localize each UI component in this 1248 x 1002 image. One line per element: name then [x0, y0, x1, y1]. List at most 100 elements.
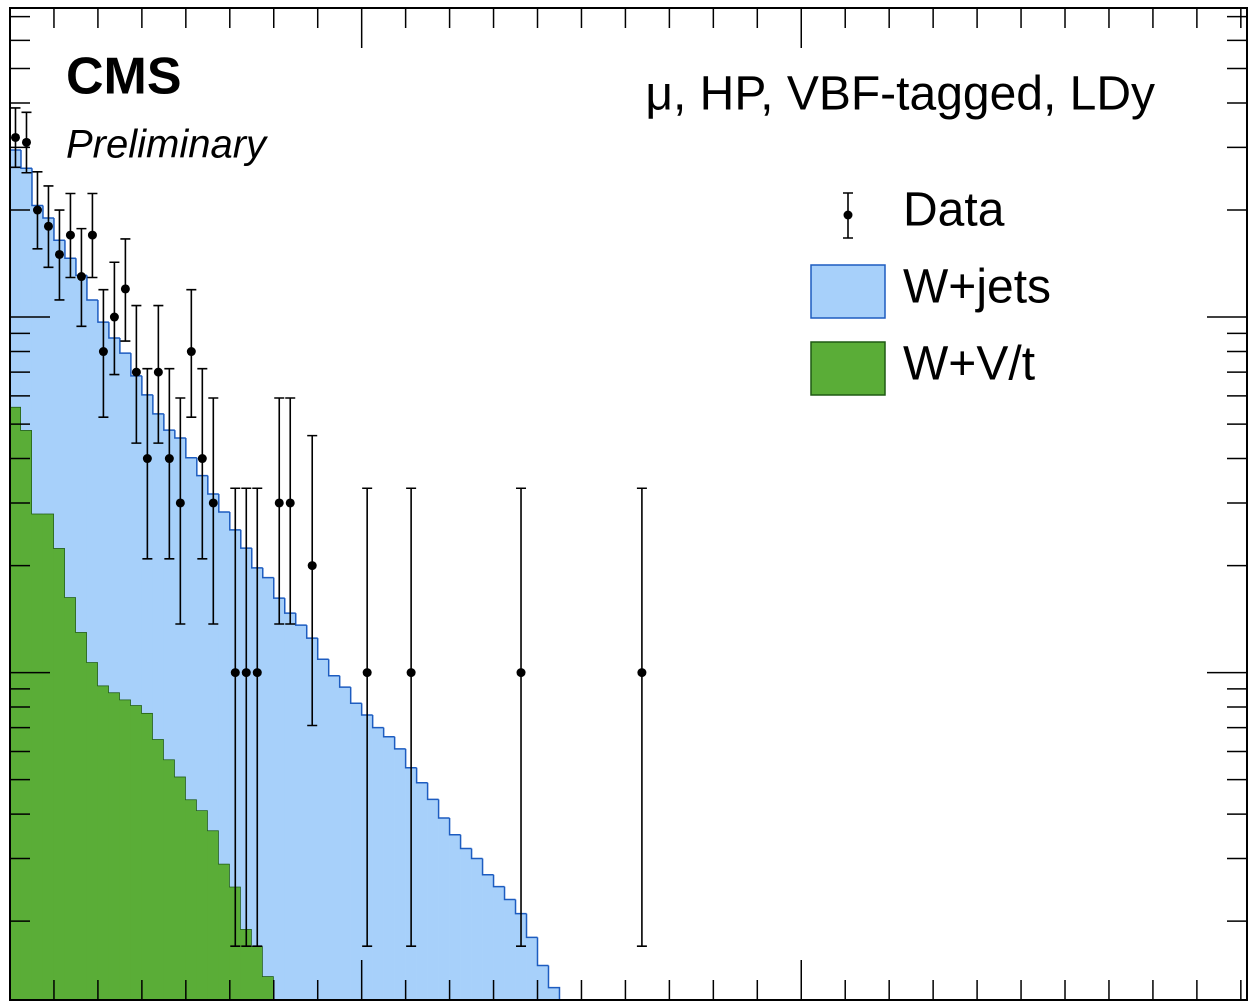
bar — [75, 275, 88, 633]
bar — [86, 662, 99, 1000]
bar-edge — [338, 675, 351, 688]
error-bar — [406, 487, 417, 948]
bar — [262, 976, 275, 1000]
bar — [196, 475, 209, 811]
bar-edge — [174, 430, 186, 439]
bar — [119, 699, 132, 1000]
bar — [20, 430, 33, 1000]
bar-edge — [64, 240, 76, 260]
chart-title: μ, HP, VBF-tagged, LDy — [645, 68, 1155, 121]
bar — [64, 258, 77, 598]
bar — [493, 886, 505, 1000]
bar — [284, 613, 297, 1000]
bar-edge — [283, 598, 296, 614]
bar-edge — [141, 705, 153, 714]
data-point — [406, 668, 416, 678]
bar — [10, 406, 22, 1001]
data-point — [230, 668, 240, 678]
data-point — [362, 668, 372, 678]
bar — [207, 493, 220, 831]
bar — [196, 810, 209, 1000]
data-point — [54, 249, 64, 259]
bar-edge — [174, 759, 186, 778]
bar — [10, 150, 22, 407]
bar — [427, 799, 439, 1000]
bar-edge — [393, 736, 406, 750]
bar — [97, 322, 110, 686]
bar — [526, 937, 538, 1000]
data-point — [274, 498, 284, 508]
bar — [548, 987, 560, 1000]
data-point — [175, 498, 185, 508]
legend-label: W+jets — [903, 261, 1051, 314]
bar — [328, 675, 340, 1000]
legend-swatch — [810, 341, 886, 396]
legend-marker — [843, 210, 853, 220]
bar — [119, 353, 132, 700]
bar — [218, 863, 231, 1000]
bar-edge — [294, 613, 307, 626]
bar — [515, 913, 527, 1000]
bar-edge — [327, 659, 340, 677]
bar-edge — [207, 475, 219, 495]
bar-edge — [119, 338, 131, 354]
bar-edge — [525, 913, 538, 939]
error-bar — [142, 367, 153, 560]
bar — [372, 727, 384, 1000]
bar-edge — [481, 858, 494, 876]
bar-edge — [382, 727, 395, 738]
error-bar — [164, 367, 175, 560]
bar — [185, 799, 198, 1000]
data-point — [120, 284, 130, 294]
bar — [207, 830, 220, 1000]
cms-sublabel: Preliminary — [66, 123, 269, 167]
bar-edge — [152, 394, 164, 415]
bar — [152, 739, 165, 1000]
data-point — [32, 205, 42, 215]
bar — [251, 946, 264, 1000]
bar-edge — [459, 834, 472, 850]
bar — [339, 687, 351, 1000]
error-bar — [362, 487, 373, 948]
data-point — [76, 272, 86, 282]
data-point — [43, 221, 53, 231]
data-point — [208, 498, 218, 508]
data-point — [65, 230, 75, 240]
data-point — [109, 312, 119, 322]
bar-edge — [108, 322, 120, 339]
bar-edge — [360, 703, 373, 716]
bar — [42, 513, 55, 1000]
bar — [152, 413, 165, 740]
bar-edge — [426, 782, 439, 801]
bar — [317, 659, 330, 1000]
bar — [108, 338, 121, 693]
bar — [449, 834, 461, 1000]
bar-edge — [470, 848, 483, 860]
bar — [141, 712, 154, 1000]
error-bar — [208, 397, 219, 625]
bar-edge — [42, 205, 54, 219]
bar — [262, 577, 275, 977]
bar — [97, 685, 110, 1000]
bar — [218, 511, 231, 864]
bar — [185, 457, 198, 800]
data-point — [164, 454, 174, 464]
data-point — [516, 668, 526, 678]
cms-label: CMS — [66, 48, 182, 106]
bar-edge — [108, 685, 120, 694]
bar — [438, 818, 450, 1000]
bar — [306, 638, 319, 1000]
data-point — [285, 498, 295, 508]
legend-label: W+V/t — [903, 338, 1035, 391]
bar — [53, 548, 66, 1000]
bar — [20, 168, 33, 431]
bar-edge — [273, 577, 285, 599]
bar — [471, 858, 483, 1000]
bar-edge — [218, 493, 230, 513]
bar — [350, 703, 362, 1000]
data-point — [252, 668, 262, 678]
bar-edge — [349, 687, 362, 704]
bar-edge — [86, 275, 98, 301]
bar — [383, 736, 395, 1000]
